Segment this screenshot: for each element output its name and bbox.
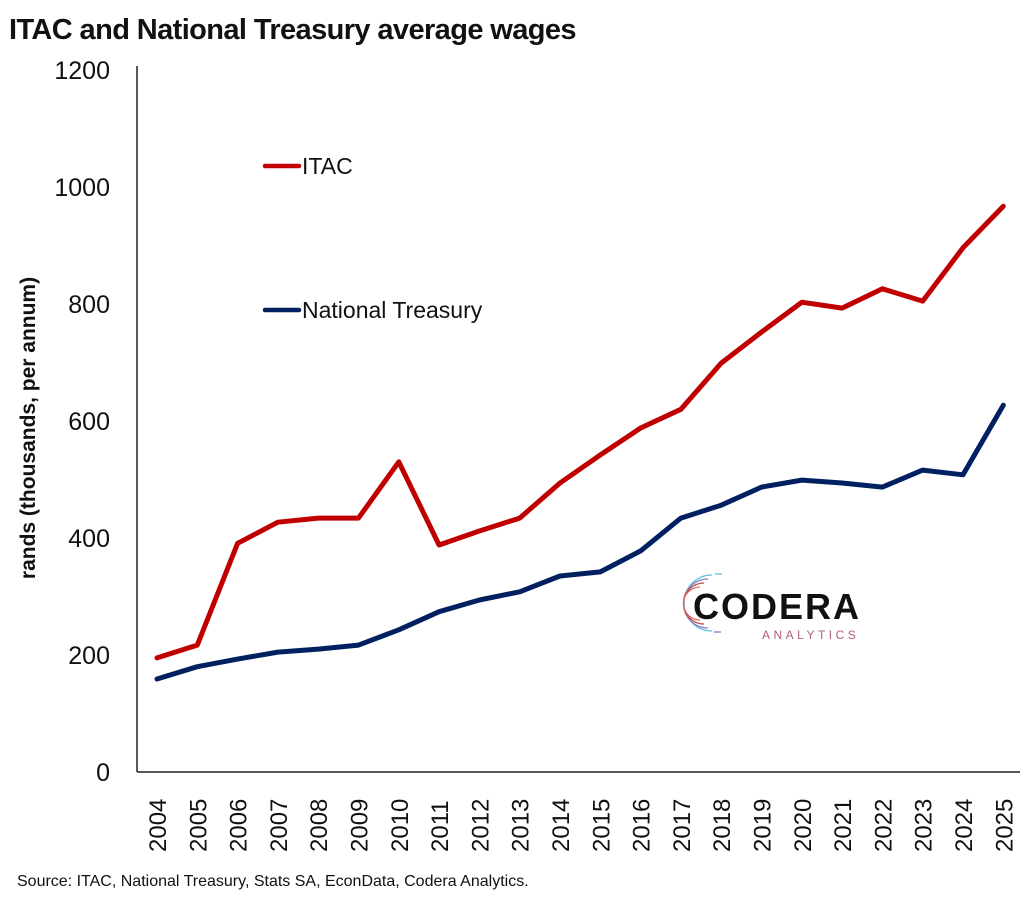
x-tick-label: 2006 [226,799,253,852]
codera-logo: CODERA ANALYTICS [682,573,861,642]
x-tick-label: 2012 [467,799,494,852]
x-tick-label: 2007 [266,799,293,852]
x-tick-label: 2019 [750,799,777,852]
y-tick-label: 1200 [54,57,110,85]
legend-label-itac: ITAC [302,153,353,179]
x-tick-label: 2025 [991,799,1018,852]
chart-title: ITAC and National Treasury average wages [9,14,577,46]
x-tick-label: 2011 [427,800,454,852]
x-tick-label: 2014 [548,799,575,852]
x-tick-label: 2009 [347,799,374,852]
x-tick-label: 2024 [951,799,978,852]
series-line-itac [154,203,1006,661]
logo-tagline: ANALYTICS [762,628,859,642]
y-axis: 0 200 400 600 800 1000 1200 [54,57,138,787]
x-tick-label: 2015 [588,799,615,852]
y-axis-label: rands (thousands, per annum) [17,277,40,579]
y-tick-label: 0 [96,759,110,787]
y-tick-label: 1000 [54,174,110,202]
logo-wordmark: CODERA [693,586,861,627]
x-tick-label: 2023 [911,799,938,852]
x-tick-label: 2010 [387,799,414,852]
x-tick-label: 2004 [145,799,172,852]
x-tick-label: 2018 [709,799,736,852]
y-tick-label: 200 [68,642,110,670]
legend-label-national-treasury: National Treasury [302,297,483,323]
y-tick-label: 400 [68,525,110,553]
source-note: Source: ITAC, National Treasury, Stats S… [17,873,529,890]
x-tick-label: 2021 [830,799,857,852]
y-tick-label: 800 [68,291,110,319]
x-tick-label: 2008 [306,799,333,852]
series-lines [154,203,1006,682]
series-line-national-treasury [154,402,1006,682]
x-tick-label: 2005 [185,799,212,852]
y-tick-label: 600 [68,408,110,436]
legend: ITAC National Treasury [262,153,483,323]
x-tick-label: 2022 [870,799,897,852]
codera-logo-mark-icon [682,573,722,633]
x-tick-label: 2016 [629,799,656,852]
x-axis: 2004 2005 2006 2007 2008 2009 2010 2011 2012 2013… [137,771,1020,852]
x-tick-label: 2013 [508,799,535,852]
x-tick-label: 2020 [790,799,817,852]
x-tick-label: 2017 [669,799,696,852]
